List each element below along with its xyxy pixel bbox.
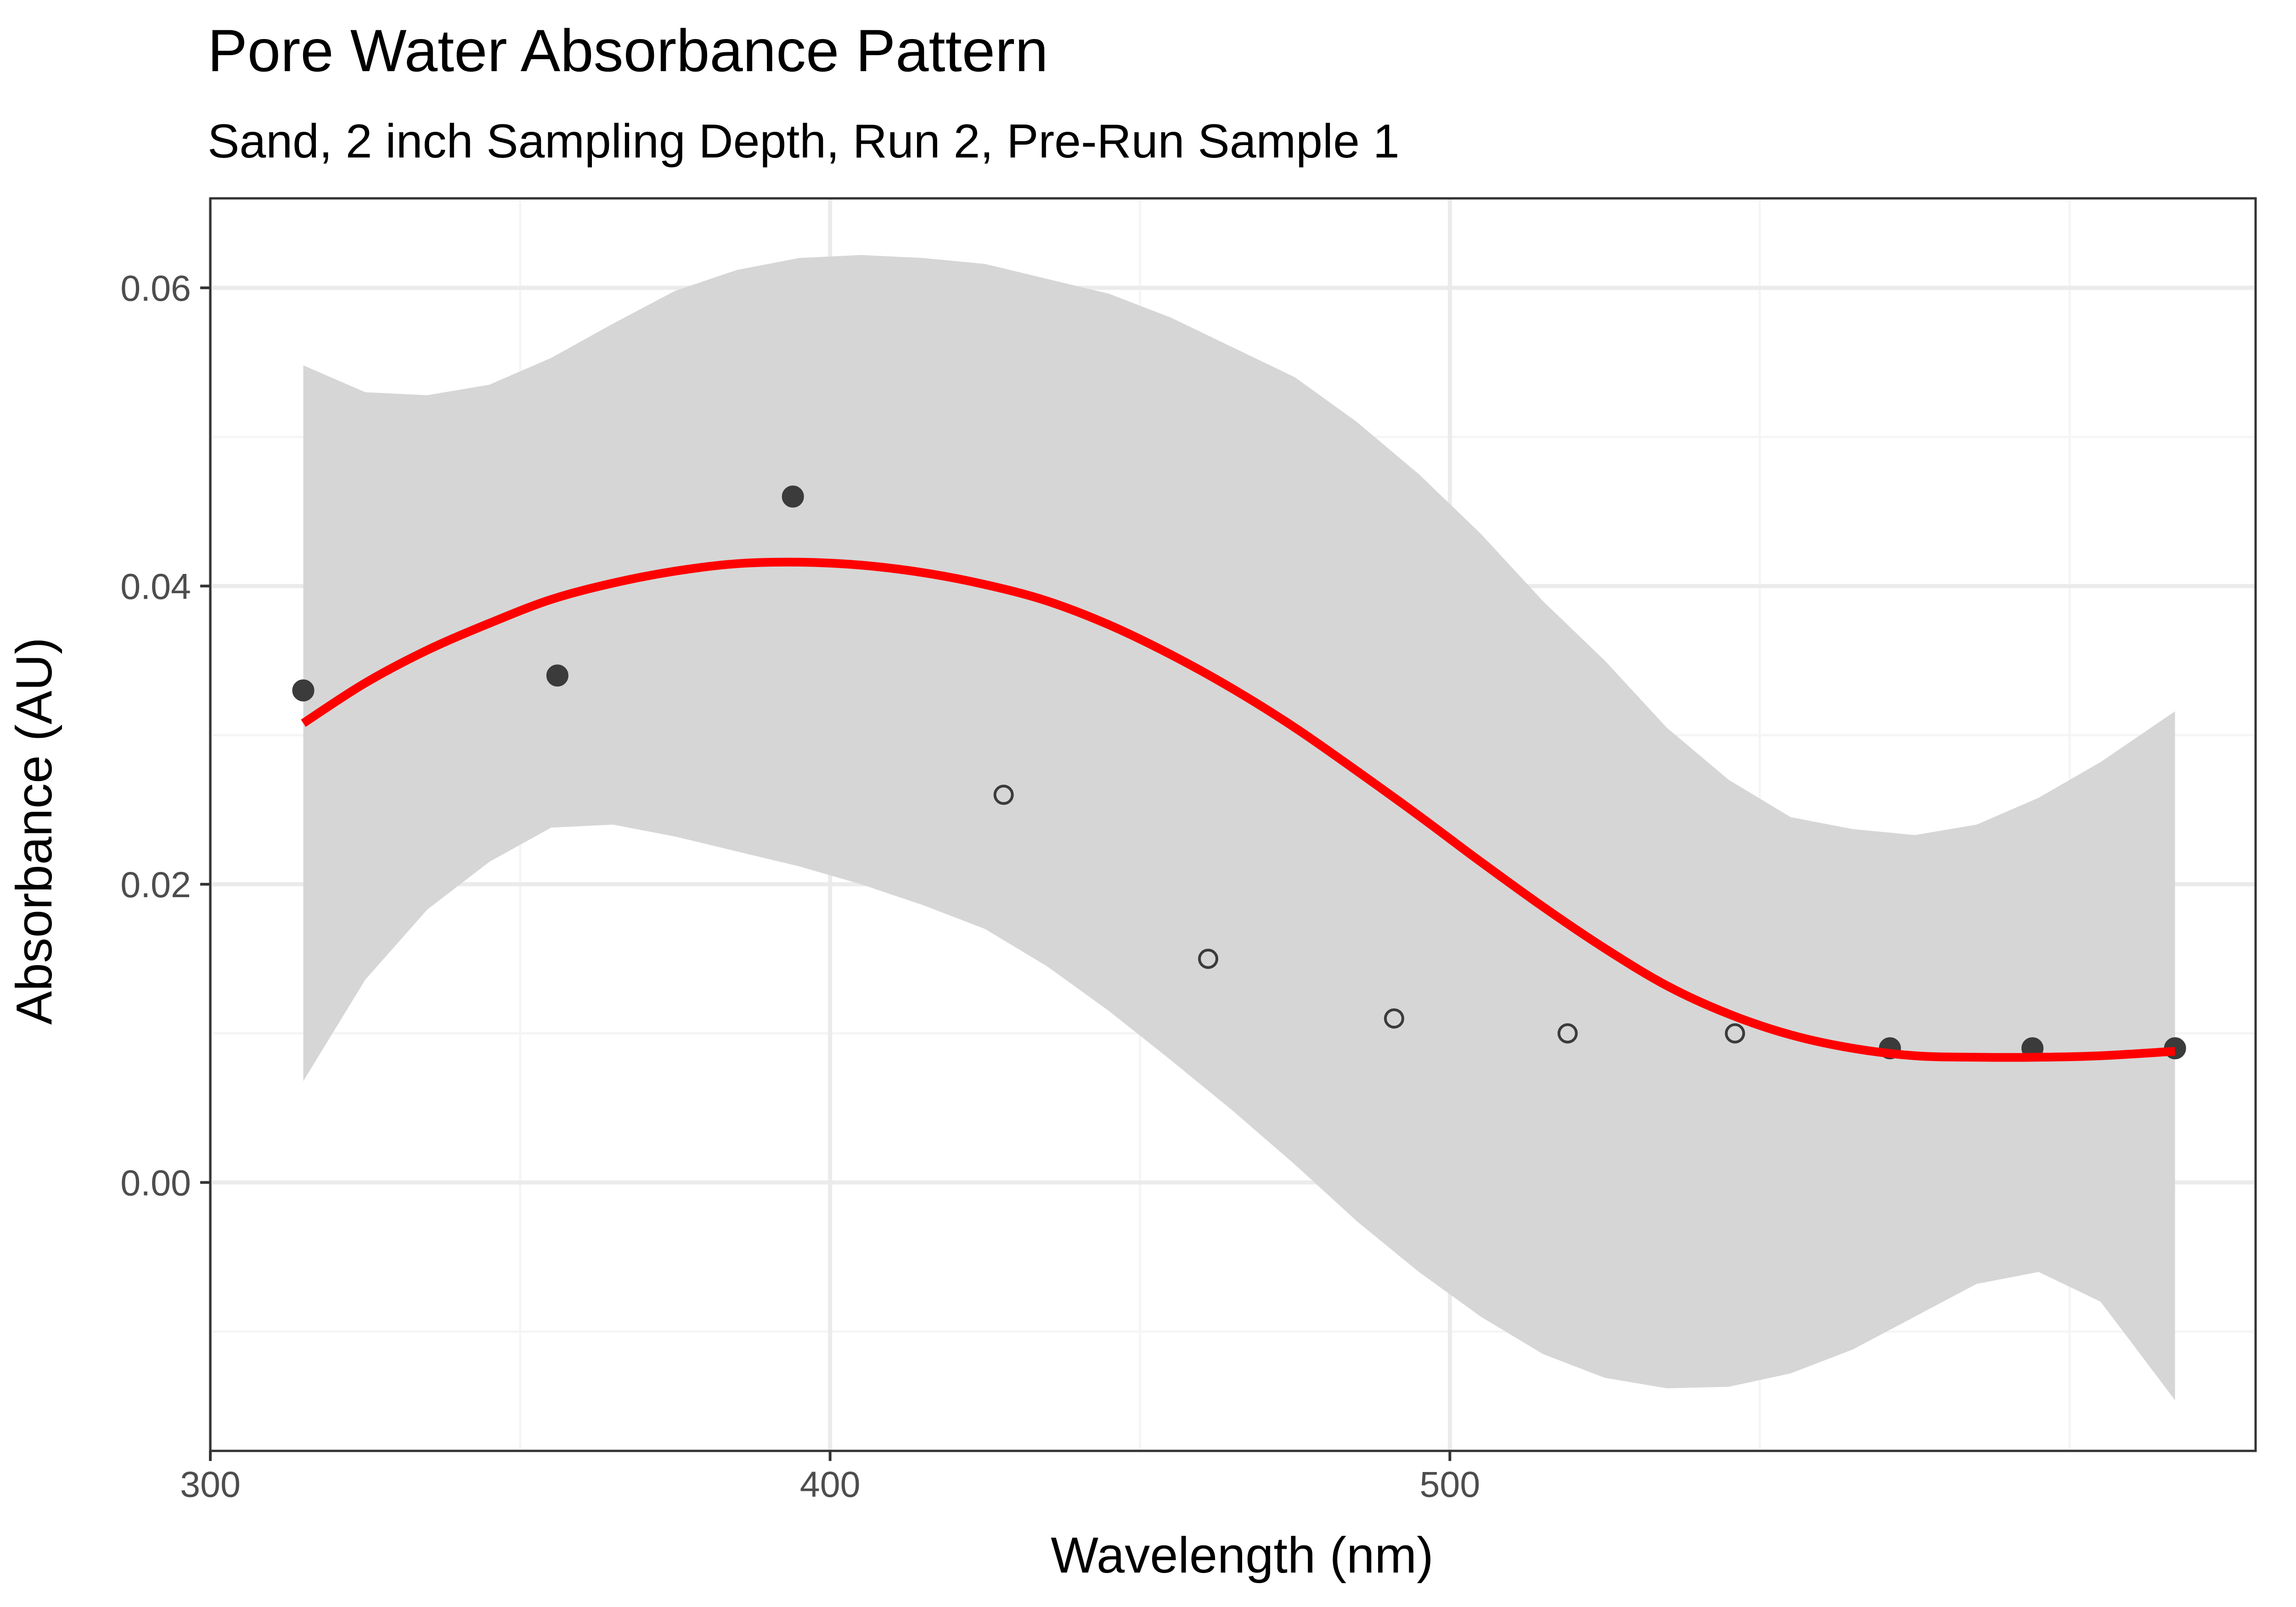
plot-area: 300 400 500 0.00 0.02 0.04 0.06 [120,197,2257,1505]
y-tick-label: 0.02 [120,864,191,905]
data-point [1198,949,1219,969]
data-point [782,485,804,508]
data-point [1557,1023,1578,1044]
y-axis-title: Absorbance (AU) [6,637,62,1025]
data-point [292,679,315,702]
confidence-ribbon [303,255,2175,1400]
chart-subtitle: Sand, 2 inch Sampling Depth, Run 2, Pre-… [208,115,1400,168]
data-point [1725,1023,1745,1044]
data-point [546,664,568,687]
y-tick-label: 0.00 [120,1162,191,1203]
x-tick-label: 500 [1419,1464,1480,1505]
fit-line [301,557,2176,1062]
chart-title: Pore Water Absorbance Pattern [208,17,1048,84]
data-point [993,785,1014,805]
y-tick-label: 0.06 [120,268,191,309]
panel-border [209,197,2257,1452]
x-axis-title: Wavelength (nm) [1051,1527,1433,1584]
data-point [1384,1008,1404,1029]
x-tick-label: 400 [800,1464,861,1505]
y-tick-label: 0.04 [120,566,191,607]
x-tick-label: 300 [180,1464,241,1505]
